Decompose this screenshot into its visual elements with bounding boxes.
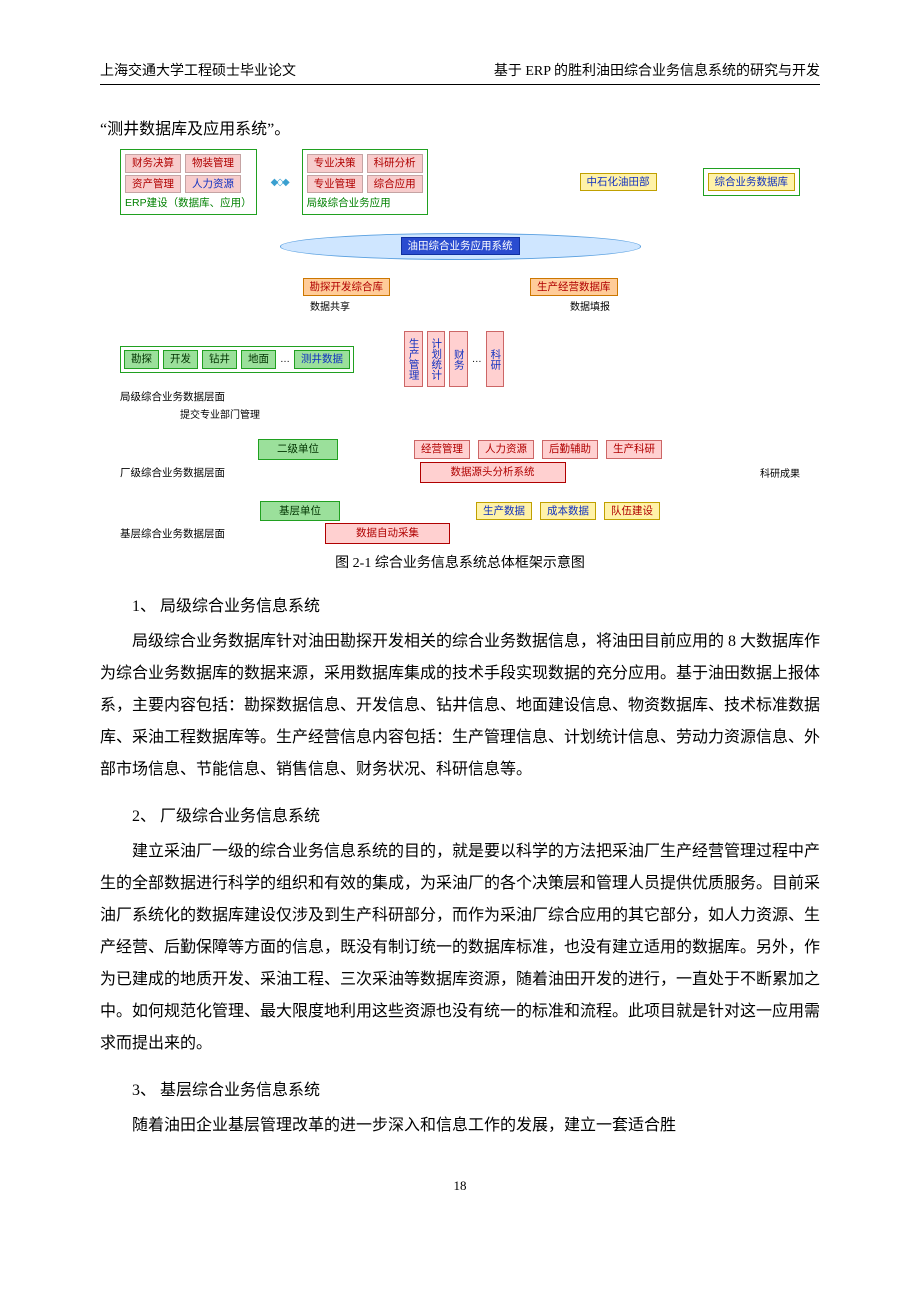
lead-line: “测井数据库及应用系统”。	[100, 115, 820, 139]
auto-collect-banner: 数据自动采集	[325, 523, 450, 544]
figure-caption: 图 2-1 综合业务信息系统总体框架示意图	[100, 552, 820, 572]
cluster-footer: ERP建设（数据库、应用）	[125, 195, 252, 210]
section-1-para: 局级综合业务数据库针对油田勘探开发相关的综合业务数据信息，将油田目前应用的 8 …	[100, 626, 820, 786]
analysis-banner: 数据源头分析系统	[420, 462, 566, 483]
header-rule	[100, 84, 820, 85]
main-app-oval: 油田综合业务应用系统	[280, 233, 641, 260]
chip: 经营管理	[414, 440, 470, 459]
chip-vertical: 生产管理	[404, 331, 423, 387]
chip: 人力资源	[185, 175, 241, 194]
chip-vertical: 计划统计	[427, 331, 446, 387]
chip: 科研分析	[367, 154, 423, 173]
chip: 综合业务数据库	[708, 173, 796, 192]
chip: 生产科研	[606, 440, 662, 459]
chip: 物装管理	[185, 154, 241, 173]
chip: 生产数据	[476, 502, 532, 521]
link-icon: ◆◇◆	[271, 177, 288, 188]
ellipsis: …	[472, 354, 482, 365]
oval-label: 油田综合业务应用系统	[401, 237, 520, 255]
unit-node: 二级单位	[258, 439, 338, 460]
chip: 专业管理	[307, 175, 363, 194]
page-container: 上海交通大学工程硕士毕业论文 基于 ERP 的胜利油田综合业务信息系统的研究与开…	[0, 0, 920, 1234]
chip: 财务决算	[125, 154, 181, 173]
note: 科研成果	[760, 465, 800, 480]
section-3-para: 随着油田企业基层管理改革的进一步深入和信息工作的发展，建立一套适合胜	[100, 1110, 820, 1142]
layer-label: 局级综合业务数据层面	[120, 389, 225, 404]
sinopec-node: 中石化油田部	[580, 173, 657, 192]
label: 数据填报	[570, 298, 610, 313]
chip: 地面	[241, 350, 276, 369]
layer-label: 厂级综合业务数据层面	[120, 465, 225, 480]
section-2-title: 2、 厂级综合业务信息系统	[100, 802, 820, 826]
chip: 钻井	[202, 350, 237, 369]
section-3-title: 3、 基层综合业务信息系统	[100, 1076, 820, 1100]
label: 提交专业部门管理	[180, 406, 260, 421]
chip: 专业决策	[307, 154, 363, 173]
label: 数据共享	[310, 298, 350, 313]
chip: 队伍建设	[604, 502, 660, 521]
chip: 测井数据	[294, 350, 350, 369]
chip: 人力资源	[478, 440, 534, 459]
db-cluster: 综合业务数据库	[703, 168, 801, 197]
header-left: 上海交通大学工程硕士毕业论文	[100, 60, 296, 80]
chip: 开发	[163, 350, 198, 369]
base-unit-node: 基层单位	[260, 501, 340, 522]
chip: 后勤辅助	[542, 440, 598, 459]
running-header: 上海交通大学工程硕士毕业论文 基于 ERP 的胜利油田综合业务信息系统的研究与开…	[100, 60, 820, 80]
header-right: 基于 ERP 的胜利油田综合业务信息系统的研究与开发	[494, 60, 820, 80]
level3-right-group: 生产管理 计划统计 财务 … 科研	[404, 331, 504, 387]
chip-vertical: 财务	[449, 331, 468, 387]
level3-left-group: 勘探 开发 钻井 地面 … 测井数据	[120, 346, 354, 373]
production-db: 生产经营数据库	[530, 278, 618, 297]
ellipsis: …	[280, 354, 290, 365]
chip: 资产管理	[125, 175, 181, 194]
chip: 成本数据	[540, 502, 596, 521]
cluster-footer: 局级综合业务应用	[307, 195, 423, 210]
section-2-para: 建立采油厂一级的综合业务信息系统的目的，就是要以科学的方法把采油厂生产经营管理过…	[100, 836, 820, 1060]
layer-label: 基层综合业务数据层面	[120, 526, 225, 541]
erp-cluster: 财务决算 物装管理 资产管理 人力资源 ERP建设（数据库、应用）	[120, 149, 257, 215]
chip-vertical: 科研	[486, 331, 505, 387]
chip: 综合应用	[367, 175, 423, 194]
bureau-app-cluster: 专业决策 科研分析 专业管理 综合应用 局级综合业务应用	[302, 149, 428, 215]
architecture-diagram: 财务决算 物装管理 资产管理 人力资源 ERP建设（数据库、应用） ◆◇◆ 专业…	[120, 149, 800, 544]
exploration-db: 勘探开发综合库	[303, 278, 391, 297]
chip: 勘探	[124, 350, 159, 369]
section-1-title: 1、 局级综合业务信息系统	[100, 592, 820, 616]
page-number: 18	[100, 1178, 820, 1194]
